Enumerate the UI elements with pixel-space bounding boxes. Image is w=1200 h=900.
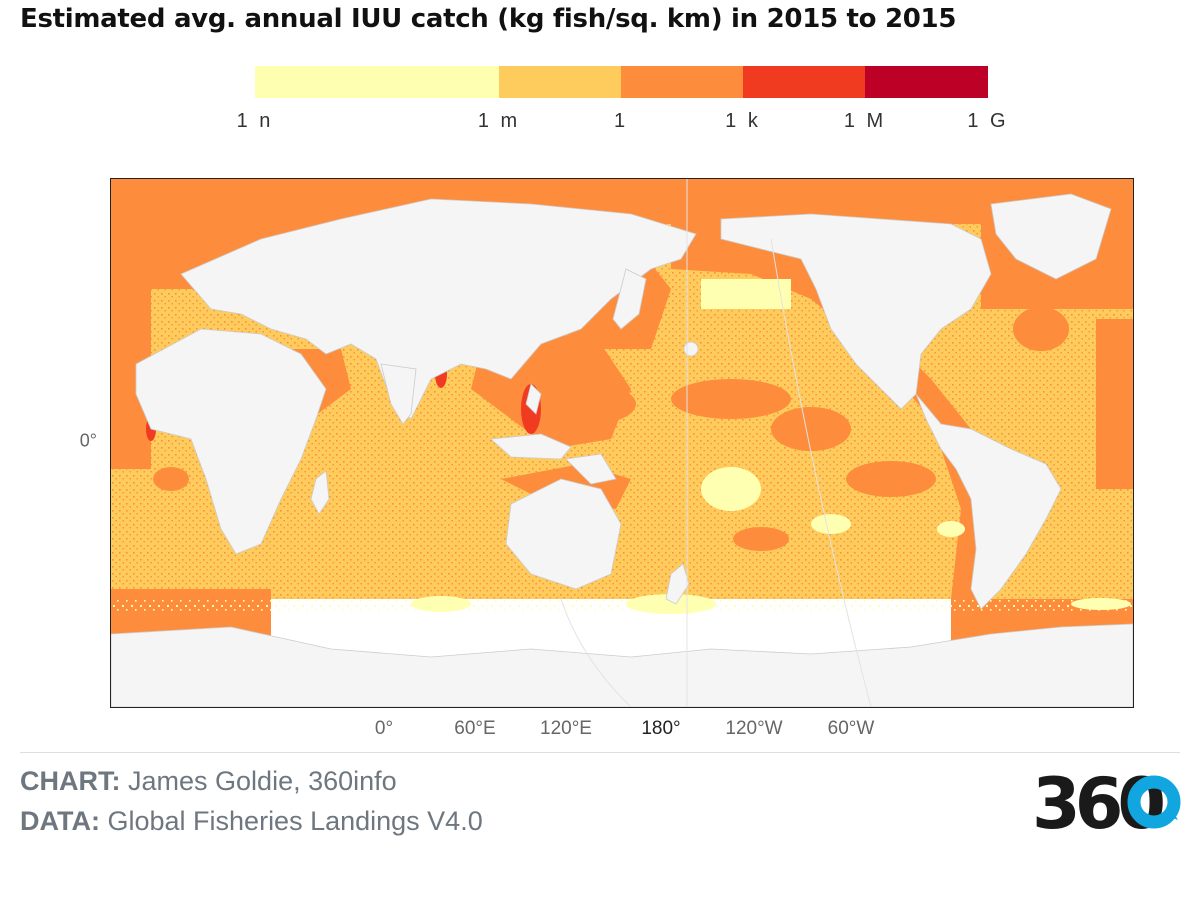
legend-tick-label: 1 k bbox=[725, 110, 761, 132]
legend-swatch-1k-1M bbox=[743, 66, 865, 98]
land-masses bbox=[111, 193, 1133, 707]
chart-credit: CHART: James Goldie, 360info bbox=[20, 766, 397, 797]
legend-tick-label: 1 G bbox=[967, 110, 1009, 132]
land-africa bbox=[135, 328, 327, 555]
longitude-label: 0° bbox=[374, 718, 394, 739]
color-legend: 1 n 1 m 1 1 k 1 M 1 G bbox=[237, 66, 1006, 132]
footer-divider bbox=[20, 752, 1180, 753]
land-indonesia bbox=[490, 433, 572, 460]
credit-value: Global Fisheries Landings V4.0 bbox=[107, 806, 483, 836]
legend-bar bbox=[255, 66, 988, 98]
legend-tick-label: 1 bbox=[613, 110, 629, 132]
logo-text: 360 bbox=[1032, 766, 1163, 838]
land-australia bbox=[505, 478, 622, 590]
legend-swatch-1n-1m bbox=[255, 66, 499, 98]
land-japan bbox=[612, 268, 647, 330]
land-south-america bbox=[915, 393, 1062, 610]
land-new-guinea bbox=[565, 453, 617, 485]
longitude-label: 60°E bbox=[454, 718, 496, 739]
land-india bbox=[380, 363, 417, 425]
legend-tick-label: 1 M bbox=[843, 110, 887, 132]
credit-key: CHART: bbox=[20, 766, 121, 796]
land-new-zealand bbox=[665, 563, 690, 605]
credit-key: DATA: bbox=[20, 806, 100, 836]
legend-tick-label: 1 n bbox=[236, 110, 274, 132]
land-eurasia bbox=[180, 198, 697, 420]
longitude-label: 120°E bbox=[540, 718, 592, 739]
longitude-label: 60°W bbox=[827, 718, 875, 739]
data-credit: DATA: Global Fisheries Landings V4.0 bbox=[20, 806, 483, 837]
legend-swatch-1M-1G bbox=[865, 66, 988, 98]
low-catch-zones bbox=[111, 279, 1133, 614]
map-frame[interactable] bbox=[110, 178, 1134, 708]
chart-title: Estimated avg. annual IUU catch (kg fish… bbox=[20, 4, 957, 34]
land-antarctica bbox=[111, 623, 1133, 707]
legend-tick-label: 1 m bbox=[477, 110, 521, 132]
credit-value: James Goldie, 360info bbox=[128, 766, 397, 796]
land-madagascar bbox=[310, 470, 330, 515]
latitude-label: 0° bbox=[79, 430, 97, 451]
catch-map bbox=[111, 179, 1133, 707]
legend-swatch-1-1k bbox=[621, 66, 743, 98]
land-greenland bbox=[990, 193, 1112, 280]
logo-accent-arrow bbox=[1168, 810, 1178, 820]
logo-accent-ring bbox=[1127, 775, 1181, 829]
graticule bbox=[560, 179, 872, 707]
legend-swatch-1m-1 bbox=[499, 66, 621, 98]
longitude-label: 180° bbox=[641, 718, 681, 739]
longitude-label: 120°W bbox=[725, 718, 783, 739]
land-philippines bbox=[525, 383, 542, 415]
360info-logo[interactable]: 360 bbox=[1032, 766, 1182, 838]
land-hawaii bbox=[683, 341, 699, 357]
